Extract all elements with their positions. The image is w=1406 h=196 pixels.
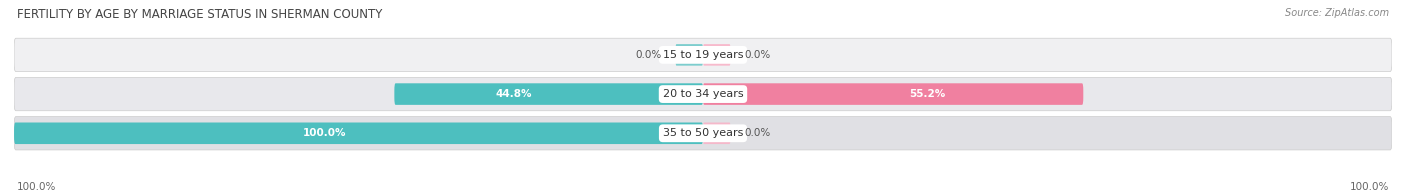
Text: 100.0%: 100.0% [1350, 182, 1389, 192]
FancyBboxPatch shape [14, 77, 1392, 111]
Text: 0.0%: 0.0% [636, 50, 662, 60]
Text: Source: ZipAtlas.com: Source: ZipAtlas.com [1285, 8, 1389, 18]
Text: 100.0%: 100.0% [302, 128, 346, 138]
FancyBboxPatch shape [14, 122, 703, 144]
Text: 55.2%: 55.2% [910, 89, 946, 99]
FancyBboxPatch shape [394, 83, 703, 105]
Text: 0.0%: 0.0% [744, 128, 770, 138]
Text: 20 to 34 years: 20 to 34 years [662, 89, 744, 99]
FancyBboxPatch shape [14, 38, 1392, 72]
FancyBboxPatch shape [14, 117, 1392, 150]
Text: 100.0%: 100.0% [17, 182, 56, 192]
Text: 35 to 50 years: 35 to 50 years [662, 128, 744, 138]
FancyBboxPatch shape [703, 44, 731, 66]
FancyBboxPatch shape [703, 83, 1083, 105]
Text: 44.8%: 44.8% [496, 89, 533, 99]
FancyBboxPatch shape [675, 44, 703, 66]
FancyBboxPatch shape [703, 122, 731, 144]
Text: FERTILITY BY AGE BY MARRIAGE STATUS IN SHERMAN COUNTY: FERTILITY BY AGE BY MARRIAGE STATUS IN S… [17, 8, 382, 21]
Text: 0.0%: 0.0% [744, 50, 770, 60]
Text: 15 to 19 years: 15 to 19 years [662, 50, 744, 60]
